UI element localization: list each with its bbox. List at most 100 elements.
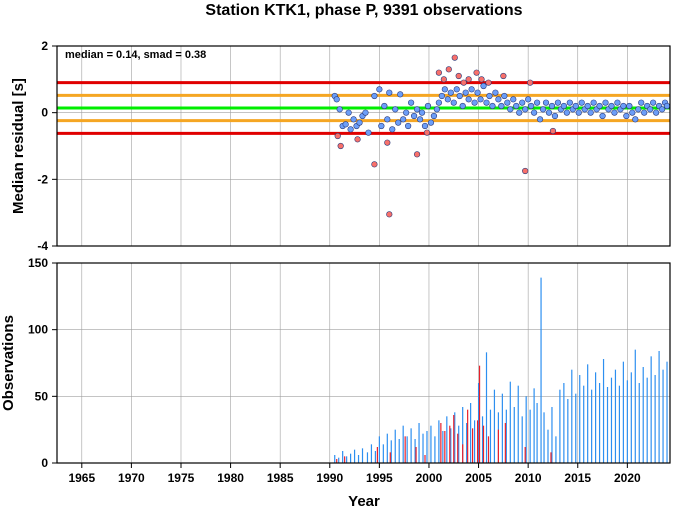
- residual-point: [350, 116, 357, 123]
- residual-point: [596, 102, 603, 110]
- residual-y-tick-label: 0: [41, 106, 48, 120]
- outlier-point: [354, 136, 361, 143]
- residual-point: [542, 99, 550, 106]
- residual-y-tick-label: -4: [37, 239, 48, 253]
- residual-point: [611, 109, 618, 116]
- residual-point: [563, 109, 570, 116]
- residual-point: [480, 82, 487, 90]
- residual-point: [495, 96, 502, 103]
- residual-point: [365, 129, 372, 136]
- residual-point: [381, 102, 388, 110]
- residual-point: [575, 109, 582, 116]
- outlier-point: [334, 132, 341, 140]
- observations-panel: 150 100 50 0 1965 1970 1975 1980 1985 1990 1995 20…: [0, 256, 671, 510]
- year-x-tick-label: 2000: [416, 471, 443, 485]
- outlier-point: [460, 79, 467, 86]
- residual-point: [528, 102, 535, 110]
- residual-point: [539, 106, 547, 113]
- residual-point: [545, 109, 553, 116]
- residual-point: [501, 92, 508, 100]
- residual-point: [489, 102, 496, 110]
- residual-point: [378, 122, 385, 130]
- chart-title: Station KTK1, phase P, 9391 observations: [205, 2, 522, 19]
- residual-point: [560, 102, 567, 110]
- outlier-point: [485, 79, 492, 86]
- residual-point: [465, 96, 472, 103]
- residual-point: [516, 109, 523, 116]
- residual-point: [413, 106, 421, 113]
- residual-point: [658, 106, 666, 113]
- residual-point: [587, 109, 594, 116]
- outlier-point: [478, 76, 485, 83]
- residual-point: [590, 99, 597, 106]
- residual-point: [433, 106, 441, 113]
- outlier-point: [455, 72, 462, 80]
- residual-point: [392, 106, 399, 113]
- residual-point: [620, 102, 627, 110]
- residual-point: [342, 121, 349, 128]
- outlier-point: [500, 72, 507, 80]
- residual-point: [384, 116, 391, 123]
- residual-point: [638, 99, 645, 106]
- residual-point: [403, 109, 410, 116]
- residual-point: [663, 102, 671, 110]
- year-x-tick-label: 1995: [366, 471, 393, 485]
- year-x-axis-label: Year: [348, 493, 380, 510]
- residual-y-axis-label: Median residual [s]: [10, 78, 27, 214]
- residual-point: [513, 102, 520, 110]
- outlier-point: [549, 127, 557, 135]
- residual-point: [453, 86, 460, 93]
- outlier-point: [413, 151, 421, 158]
- residual-point: [447, 89, 454, 96]
- residual-point: [626, 102, 633, 110]
- year-x-ticks: 1965 1970 1975 1980 1985 1990 1995 2000 2005 2010…: [68, 463, 641, 485]
- residual-point: [608, 102, 615, 110]
- median-smad-annotation: median = 0.14, smad = 0.38: [65, 49, 206, 61]
- residual-point: [492, 89, 499, 96]
- year-x-tick-label: 2010: [515, 471, 542, 485]
- observations-grid: [57, 262, 670, 464]
- year-x-tick-label: 1965: [68, 471, 95, 485]
- residual-point: [519, 99, 526, 106]
- residual-point: [459, 102, 466, 110]
- observations-y-tick-label: 100: [28, 323, 48, 337]
- residual-point: [650, 99, 657, 106]
- residual-point: [510, 96, 517, 103]
- residual-point: [525, 96, 532, 103]
- outlier-point: [465, 76, 472, 83]
- observations-plot-frame: [56, 262, 671, 464]
- year-x-tick-label: 1990: [316, 471, 343, 485]
- residual-point: [421, 122, 429, 130]
- residual-point: [376, 86, 383, 93]
- residual-reference-lines: [57, 81, 670, 135]
- observations-y-tick-label: 150: [28, 256, 48, 270]
- residual-point: [424, 102, 432, 110]
- residual-point: [584, 102, 591, 110]
- residual-point: [444, 96, 451, 103]
- residual-point: [395, 119, 402, 126]
- residual-point: [533, 99, 541, 106]
- residual-y-ticks: 2 0 -2 -4: [37, 39, 57, 253]
- residual-point: [474, 89, 481, 96]
- residual-point: [641, 109, 648, 116]
- residual-point: [416, 116, 424, 123]
- outlier-point: [386, 211, 393, 218]
- residual-point: [647, 106, 654, 113]
- outlier-point: [527, 79, 534, 86]
- outlier-point: [423, 129, 431, 136]
- year-x-tick-label: 1980: [217, 471, 244, 485]
- observations-y-ticks: 150 100 50 0: [28, 256, 57, 470]
- residual-point: [629, 109, 636, 116]
- year-x-tick-label: 2020: [614, 471, 641, 485]
- residual-plot-frame: [56, 45, 671, 247]
- residual-point: [410, 112, 418, 120]
- residual-point: [572, 102, 579, 110]
- observations-y-axis-label: Observations: [0, 315, 17, 411]
- residual-point: [430, 112, 438, 120]
- residual-point: [397, 91, 404, 98]
- outlier-point: [435, 69, 442, 76]
- residual-point: [531, 109, 538, 116]
- residual-point: [602, 99, 609, 106]
- residual-point: [356, 119, 363, 126]
